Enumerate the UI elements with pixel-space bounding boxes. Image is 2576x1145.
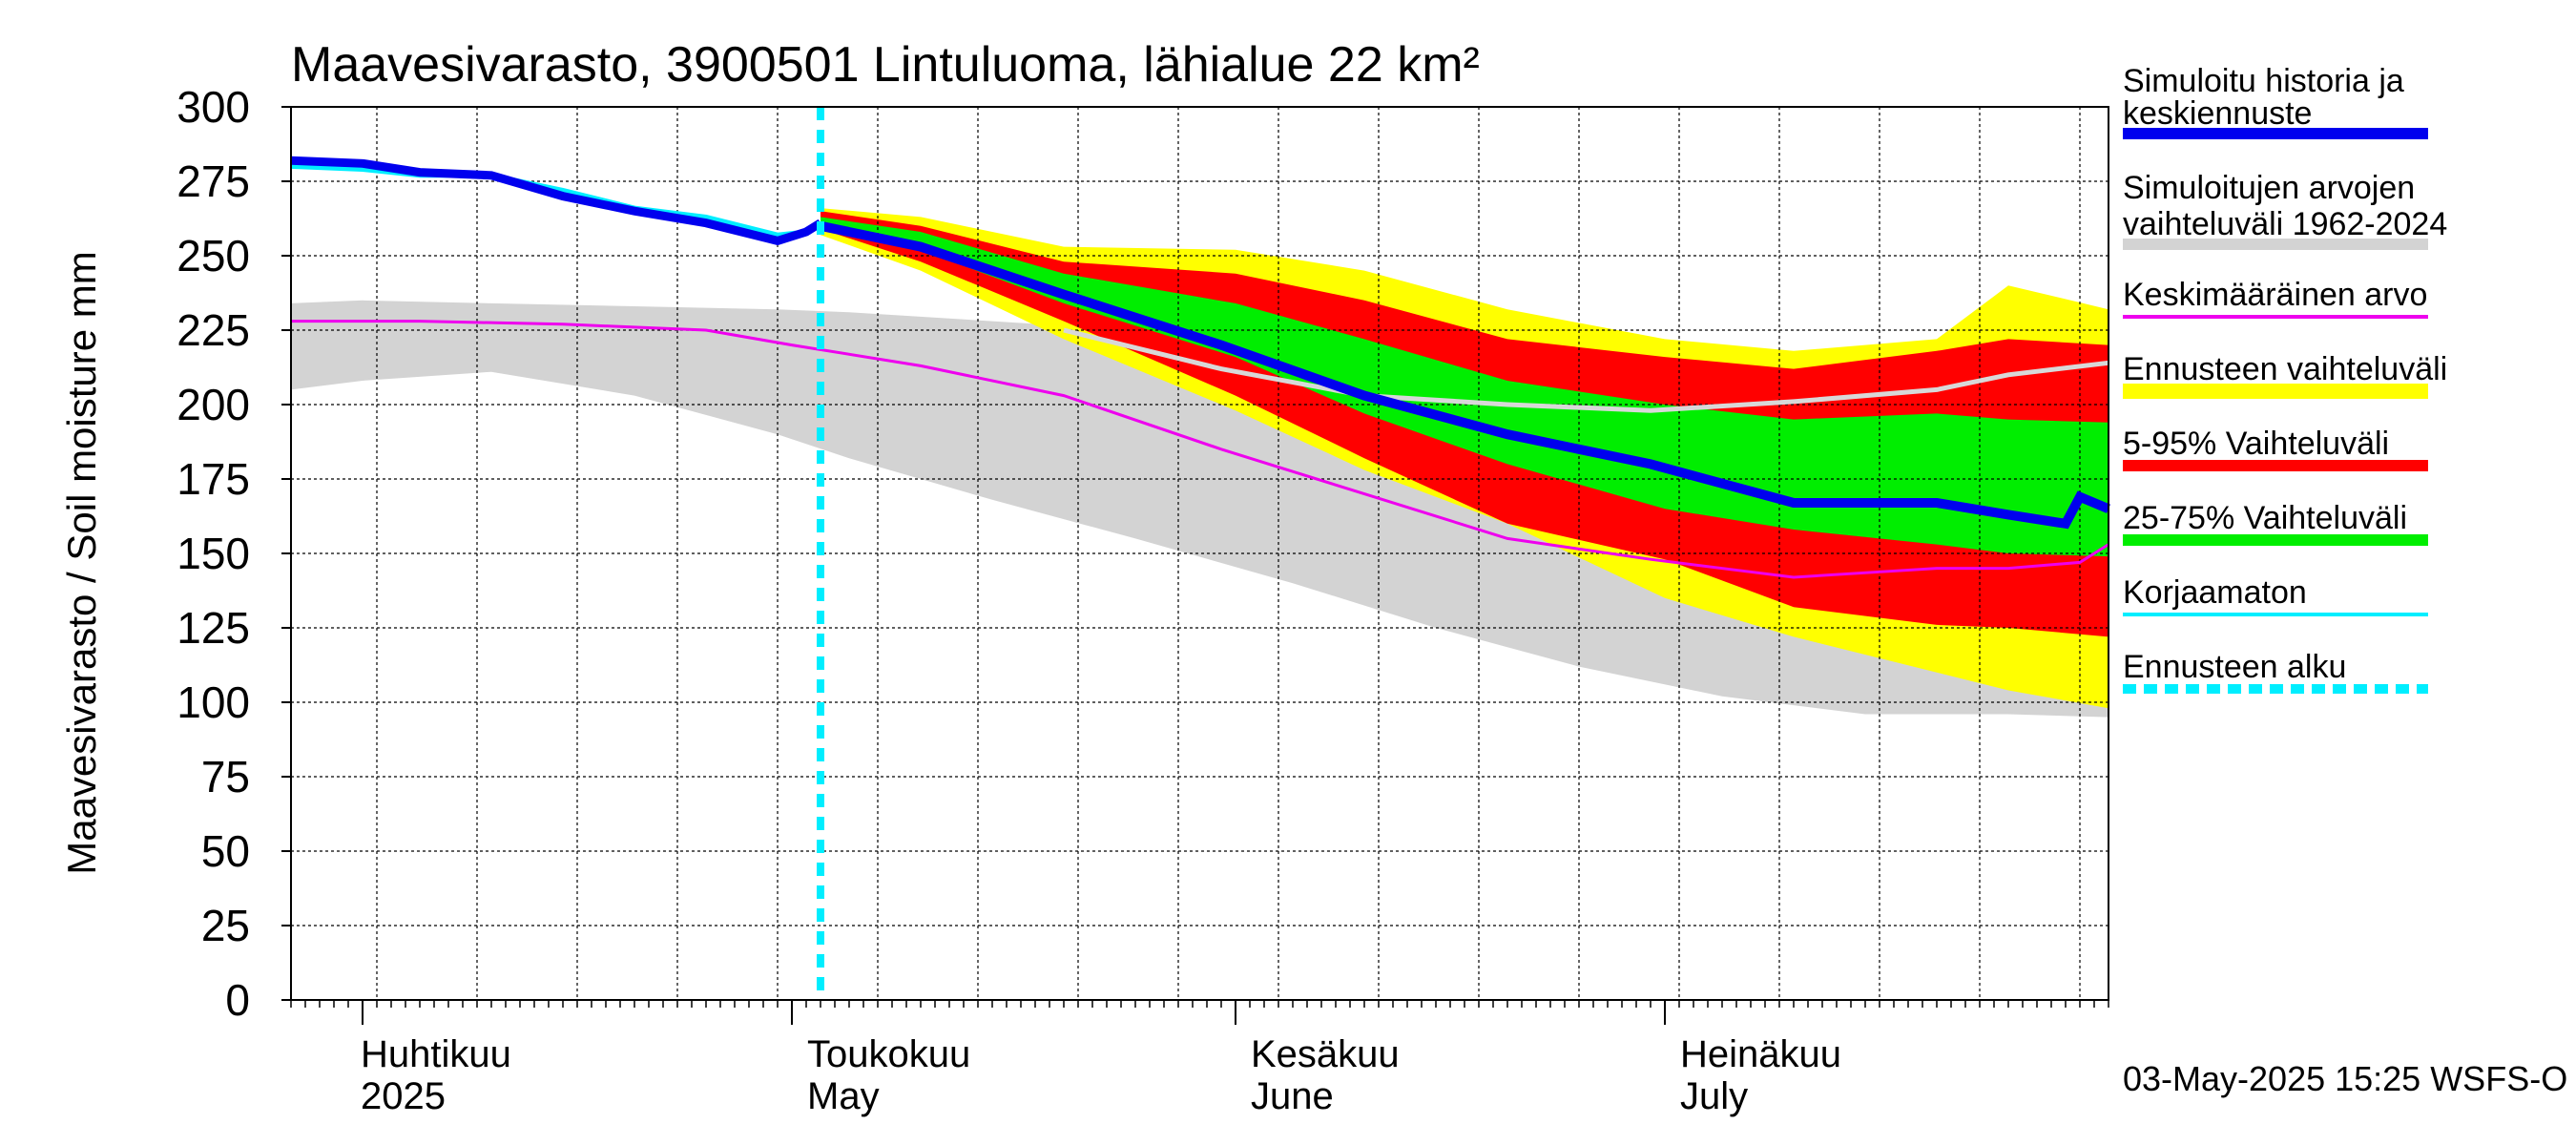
plot-lines (290, 107, 2110, 1000)
y-tick-label: 125 (177, 603, 250, 653)
y-tick-label: 200 (177, 380, 250, 429)
legend-label: Ennusteen alku (2123, 649, 2346, 685)
chart-title: Maavesivarasto, 3900501 Lintuluoma, lähi… (291, 37, 1480, 93)
climate-mean-line (1063, 327, 2109, 413)
y-tick-label: 0 (225, 975, 250, 1025)
uncorrected-line (290, 163, 822, 238)
p25-75-band (821, 217, 2109, 557)
y-tick-label: 150 (177, 529, 250, 578)
y-tick-label: 275 (177, 156, 250, 206)
x-month-label-fi: Toukokuu (807, 1033, 970, 1075)
legend-label: keskiennuste (2123, 95, 2312, 132)
y-tick-label: 250 (177, 231, 250, 281)
y-axis-label: Maavesivarasto / Soil moisture mm (59, 251, 104, 875)
simulated-history-line (290, 156, 823, 246)
x-month-label-fi: Huhtikuu (361, 1033, 511, 1075)
y-tick-label: 300 (177, 82, 250, 132)
x-month-label-en: July (1680, 1075, 1748, 1117)
y-tick-label: 100 (177, 677, 250, 727)
plot-frame (290, 106, 2109, 1001)
forecast-median-line (819, 220, 2110, 530)
y-tick-label: 225 (177, 305, 250, 355)
y-tick-label: 50 (201, 826, 250, 876)
x-month-label-fi: Heinäkuu (1680, 1033, 1841, 1075)
y-tick-label: 25 (201, 901, 250, 950)
x-month-label-fi: Kesäkuu (1251, 1033, 1400, 1075)
legend-label: Simuloitujen arvojen (2123, 170, 2415, 206)
legend-label: Korjaamaton (2123, 574, 2307, 611)
x-month-label-en: May (807, 1075, 880, 1117)
legend-label: 25-75% Vaihteluväli (2123, 500, 2407, 536)
grid (291, 107, 2109, 1000)
axes: 0 25 50 75 100 125 150 175 200 225 250 275 300 Huhtik… (177, 82, 2109, 1117)
footer-timestamp: 03-May-2025 15:25 WSFS-O (2123, 1059, 2567, 1098)
y-tick-label: 75 (201, 752, 250, 802)
legend-label: 5-95% Vaihteluväli (2123, 426, 2389, 462)
x-month-label-en: 2025 (361, 1075, 446, 1117)
legend-label: Keskimääräinen arvo (2123, 277, 2427, 313)
legend-label: Simuloitu historia ja (2123, 63, 2404, 99)
y-tick-label: 175 (177, 454, 250, 504)
legend-label: vaihteluväli 1962-2024 (2123, 206, 2447, 242)
mean-value-line (291, 320, 2109, 579)
x-month-label-en: June (1251, 1075, 1334, 1117)
legend-label: Ennusteen vaihteluväli (2123, 351, 2447, 387)
plot-bands (291, 208, 2109, 718)
